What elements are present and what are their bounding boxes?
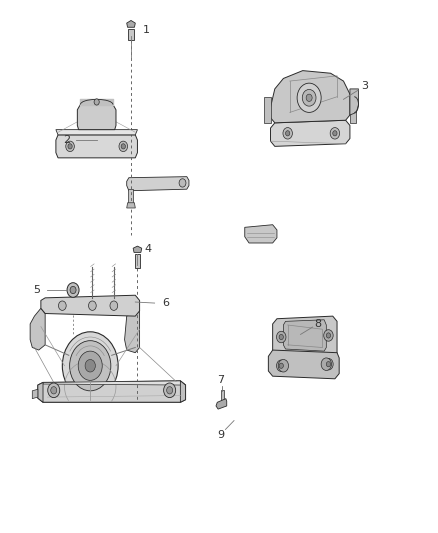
Circle shape bbox=[119, 141, 127, 151]
Text: 5: 5 bbox=[33, 285, 40, 295]
Text: 7: 7 bbox=[218, 375, 225, 385]
Text: 6: 6 bbox=[162, 298, 169, 308]
Text: 1: 1 bbox=[142, 26, 149, 35]
Polygon shape bbox=[350, 97, 357, 123]
Circle shape bbox=[333, 131, 337, 136]
Polygon shape bbox=[127, 176, 189, 191]
Circle shape bbox=[321, 358, 332, 370]
Circle shape bbox=[166, 386, 173, 394]
Polygon shape bbox=[124, 311, 140, 353]
Polygon shape bbox=[135, 254, 140, 268]
Polygon shape bbox=[180, 381, 186, 402]
Text: 9: 9 bbox=[218, 430, 225, 440]
Circle shape bbox=[286, 131, 290, 136]
Circle shape bbox=[278, 359, 289, 372]
Circle shape bbox=[88, 301, 96, 310]
Polygon shape bbox=[264, 97, 271, 123]
Polygon shape bbox=[127, 20, 135, 27]
Circle shape bbox=[70, 286, 76, 294]
Text: 4: 4 bbox=[145, 244, 152, 254]
Polygon shape bbox=[56, 130, 138, 135]
Circle shape bbox=[279, 334, 283, 340]
Circle shape bbox=[58, 301, 66, 310]
Circle shape bbox=[164, 383, 176, 398]
Circle shape bbox=[48, 383, 60, 398]
Polygon shape bbox=[43, 381, 186, 385]
Polygon shape bbox=[30, 308, 45, 350]
Circle shape bbox=[94, 99, 99, 105]
Polygon shape bbox=[56, 135, 138, 158]
Circle shape bbox=[78, 351, 102, 381]
Text: 2: 2 bbox=[63, 135, 70, 145]
Polygon shape bbox=[216, 399, 227, 409]
Polygon shape bbox=[221, 390, 224, 402]
Circle shape bbox=[297, 83, 321, 112]
Circle shape bbox=[110, 301, 118, 310]
Circle shape bbox=[324, 358, 333, 370]
Polygon shape bbox=[127, 189, 133, 204]
Circle shape bbox=[276, 360, 286, 372]
Polygon shape bbox=[245, 225, 277, 243]
Text: 8: 8 bbox=[314, 319, 321, 329]
Circle shape bbox=[70, 341, 111, 391]
Polygon shape bbox=[272, 316, 337, 358]
Circle shape bbox=[279, 363, 283, 368]
Circle shape bbox=[179, 179, 186, 187]
Polygon shape bbox=[32, 389, 38, 399]
Polygon shape bbox=[38, 381, 186, 402]
Polygon shape bbox=[268, 350, 339, 379]
Circle shape bbox=[324, 330, 333, 341]
Polygon shape bbox=[41, 295, 140, 316]
Circle shape bbox=[326, 361, 331, 367]
Circle shape bbox=[68, 144, 72, 149]
Circle shape bbox=[276, 332, 286, 343]
Polygon shape bbox=[271, 71, 350, 123]
Polygon shape bbox=[127, 203, 135, 208]
Circle shape bbox=[66, 141, 74, 151]
Polygon shape bbox=[133, 246, 142, 253]
Polygon shape bbox=[78, 104, 116, 130]
Polygon shape bbox=[350, 89, 358, 115]
Polygon shape bbox=[128, 29, 134, 41]
Text: 3: 3 bbox=[361, 82, 368, 91]
Polygon shape bbox=[283, 320, 326, 351]
Circle shape bbox=[306, 94, 312, 101]
Polygon shape bbox=[38, 383, 43, 402]
Circle shape bbox=[85, 359, 95, 372]
Polygon shape bbox=[271, 120, 350, 147]
Circle shape bbox=[326, 333, 331, 338]
Circle shape bbox=[121, 144, 125, 149]
Circle shape bbox=[51, 386, 57, 394]
Circle shape bbox=[62, 332, 118, 400]
Circle shape bbox=[67, 282, 79, 297]
Circle shape bbox=[283, 127, 293, 139]
Circle shape bbox=[302, 90, 316, 106]
Circle shape bbox=[330, 127, 339, 139]
